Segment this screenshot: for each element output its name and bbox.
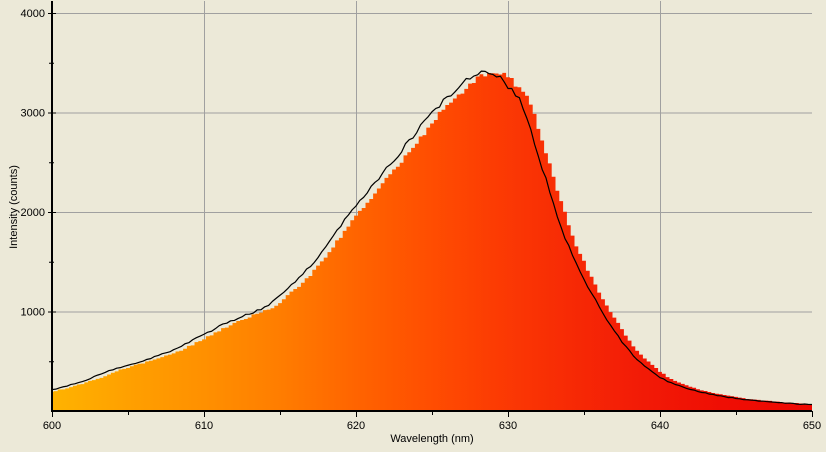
x-tick-label: 620 (347, 420, 365, 432)
y-tick-label: 3000 (21, 108, 45, 120)
y-tick-label: 2000 (21, 207, 45, 219)
spectrum-area (52, 72, 812, 411)
ticks (48, 13, 813, 417)
x-tick-label: 600 (43, 420, 61, 432)
x-tick-label: 630 (499, 420, 517, 432)
axes (51, 1, 812, 412)
x-tick-label: 650 (803, 420, 821, 432)
spectrum-curve (51, 70, 813, 406)
tick-labels: 600 610 620 630 640 650 1000 2000 3000 4000 (21, 8, 822, 432)
x-tick-label: 610 (195, 420, 213, 432)
x-tick-label: 640 (651, 420, 669, 432)
y-tick-label: 1000 (21, 307, 45, 319)
y-tick-label: 4000 (21, 8, 45, 20)
